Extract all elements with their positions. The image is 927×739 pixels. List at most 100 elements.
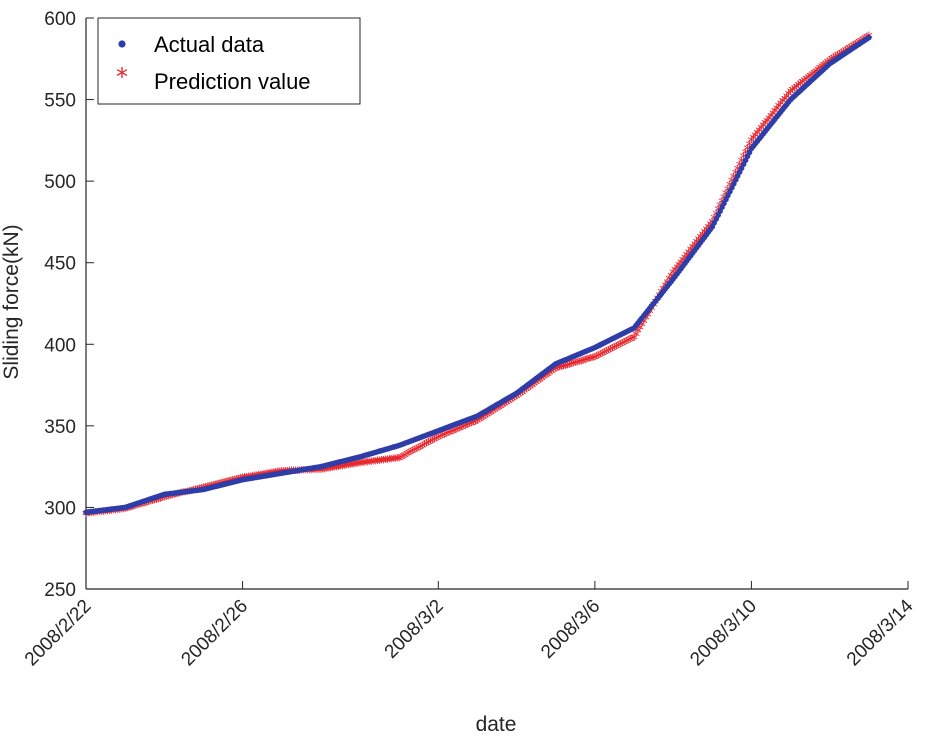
data-point: * — [360, 455, 368, 474]
data-point: * — [571, 355, 579, 374]
data-point: * — [524, 380, 532, 399]
data-point: * — [462, 418, 470, 437]
data-point: * — [630, 330, 638, 349]
data-point: * — [792, 79, 800, 98]
data-point: * — [642, 310, 650, 329]
data-point: * — [133, 498, 141, 517]
data-point: * — [109, 503, 117, 522]
data-point: * — [804, 70, 812, 89]
data-point: * — [313, 462, 321, 481]
data-point: * — [503, 395, 511, 414]
data-point: * — [458, 420, 466, 439]
data-point: * — [593, 348, 601, 367]
data-point: * — [505, 393, 513, 412]
data-point: * — [100, 504, 108, 523]
data-point: * — [387, 452, 395, 471]
data-point: * — [585, 351, 593, 370]
legend-marker-actual-data — [118, 40, 126, 48]
data-point: * — [614, 338, 622, 357]
data-point: * — [464, 417, 472, 436]
data-point: * — [769, 105, 777, 124]
data-point: * — [673, 259, 681, 278]
data-point: * — [106, 503, 114, 522]
y-axis-title: Sliding force(kN) — [0, 224, 23, 379]
data-point: * — [113, 502, 121, 521]
data-point: * — [131, 498, 139, 517]
data-point: * — [168, 488, 176, 507]
data-point: * — [366, 454, 374, 473]
data-point: * — [172, 487, 180, 506]
data-point: * — [331, 460, 339, 479]
data-point: * — [372, 453, 380, 472]
data-point: * — [536, 372, 544, 391]
data-point: * — [634, 323, 642, 342]
data-point: * — [104, 503, 112, 522]
data-point: * — [430, 431, 438, 450]
legend-label-prediction-value: Prediction value — [154, 69, 311, 94]
data-point: * — [565, 357, 573, 376]
data-point: * — [513, 389, 521, 408]
axis-labels: Sliding force(kN) date — [0, 224, 516, 736]
data-point: * — [485, 406, 493, 425]
data-point: * — [413, 441, 421, 460]
data-point: * — [491, 402, 499, 421]
data-point: * — [483, 407, 491, 426]
data-point: * — [526, 379, 534, 398]
data-point: * — [671, 262, 679, 281]
data-point: * — [800, 73, 808, 92]
data-point: * — [309, 462, 317, 481]
data-point: * — [616, 337, 624, 356]
data-point: * — [777, 96, 785, 115]
data-point: * — [791, 80, 799, 99]
data-point: * — [98, 504, 106, 523]
data-point: * — [376, 453, 384, 472]
data-point: * — [798, 74, 806, 93]
data-point: * — [380, 452, 388, 471]
x-tick-label: 2008/3/10 — [686, 596, 761, 671]
data-point: * — [336, 459, 344, 478]
data-point: * — [170, 487, 178, 506]
data-point: * — [374, 453, 382, 472]
y-tick-label: 500 — [44, 172, 76, 193]
data-point: * — [746, 136, 754, 155]
data-point: * — [102, 504, 110, 523]
data-point: * — [638, 317, 646, 336]
data-point: * — [440, 427, 448, 446]
data-point: * — [579, 353, 587, 372]
data-point: * — [522, 382, 530, 401]
data-point: * — [117, 502, 125, 521]
y-tick-label: 350 — [44, 417, 76, 438]
data-point: * — [391, 451, 399, 470]
data-point: * — [609, 341, 617, 360]
data-point: * — [303, 463, 311, 482]
data-point: * — [560, 359, 568, 378]
data-point: * — [307, 462, 315, 481]
data-point: * — [595, 347, 603, 366]
data-point: * — [421, 437, 429, 456]
data-point: * — [515, 387, 523, 406]
data-point: * — [401, 447, 409, 466]
data-point — [866, 34, 872, 41]
data-point: * — [775, 98, 783, 117]
data-point: * — [481, 408, 489, 427]
data-point: * — [88, 505, 96, 524]
x-tick-label: 2008/3/6 — [537, 596, 604, 663]
data-point: * — [499, 397, 507, 416]
data-point: * — [773, 101, 781, 120]
data-point: * — [747, 132, 755, 151]
data-point: * — [425, 435, 433, 454]
data-point: * — [466, 416, 474, 435]
data-point: * — [156, 491, 164, 510]
data-point: * — [603, 344, 611, 363]
data-point: * — [452, 422, 460, 441]
data-point: * — [319, 462, 327, 481]
data-point: * — [151, 493, 159, 512]
data-point: * — [364, 454, 372, 473]
data-point: * — [787, 83, 795, 102]
data-point: * — [84, 506, 92, 525]
data-point: * — [137, 497, 145, 516]
data-point: * — [358, 455, 366, 474]
data-point: * — [530, 376, 538, 395]
data-point: * — [632, 327, 640, 346]
